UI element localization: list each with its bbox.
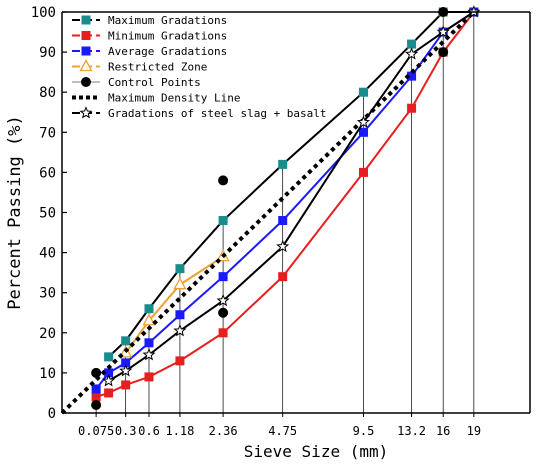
point-control-points-0	[91, 399, 102, 410]
point-minimum-gradations-1	[104, 388, 114, 398]
legend-label: Maximum Density Line	[108, 92, 240, 105]
y-tick-label-20: 20	[39, 326, 56, 342]
point-restricted-zone-2	[173, 277, 187, 290]
y-tick-label-40: 40	[39, 246, 56, 262]
legend-item-restricted-zone: Restricted Zone	[72, 59, 207, 74]
x-tick-label-9-5: 9.5	[353, 424, 375, 438]
point-gradations-of-steel-slag-basalt-0	[102, 374, 116, 387]
point-average-gradations-7	[358, 127, 368, 137]
x-tick-label-2-36: 2.36	[209, 424, 238, 438]
point-control-points-3	[218, 175, 229, 186]
point-minimum-gradations-5	[218, 328, 228, 338]
y-tick-label-30: 30	[39, 286, 56, 302]
x-tick-label-0-3: 0.3	[115, 424, 137, 438]
point-minimum-gradations-8	[407, 103, 417, 113]
legend-label: Maximum Gradations	[108, 14, 227, 27]
point-minimum-gradations-4	[175, 356, 185, 366]
point-maximum-gradations-2	[144, 304, 154, 314]
legend-item-control-points: Control Points	[72, 76, 201, 89]
y-axis-label: Percent Passing (%)	[5, 115, 25, 309]
y-tick-label-10: 10	[39, 366, 56, 382]
point-maximum-gradations-4	[218, 216, 228, 226]
legend-item-average-gradations: Average Gradations	[72, 45, 227, 58]
legend-label: Restricted Zone	[108, 61, 207, 74]
point-average-gradations-4	[175, 310, 185, 320]
legend-swatch-marker	[79, 59, 93, 72]
point-minimum-gradations-2	[121, 380, 131, 390]
point-gradations-of-steel-slag-basalt-5	[276, 239, 290, 253]
point-gradations-of-steel-slag-basalt-8	[436, 25, 450, 38]
legend-swatch-marker	[81, 46, 91, 56]
point-minimum-gradations-6	[278, 272, 288, 282]
point-control-points-1	[91, 367, 102, 378]
point-restricted-zone-1	[142, 313, 156, 326]
legend-label: Average Gradations	[108, 45, 227, 58]
y-tick-label-100: 100	[31, 5, 56, 21]
x-tick-label-13-2: 13.2	[397, 424, 426, 438]
point-maximum-gradations-5	[278, 159, 288, 169]
x-tick-label-1-18: 1.18	[165, 424, 194, 438]
x-tick-label-0-6: 0.6	[138, 424, 160, 438]
point-minimum-gradations-0	[91, 392, 101, 402]
point-maximum-gradations-6	[358, 87, 368, 97]
point-average-gradations-3	[144, 338, 154, 348]
point-maximum-gradations-0	[104, 352, 114, 362]
x-axis-label: Sieve Size (mm)	[244, 442, 389, 461]
legend-item-maximum-gradations: Maximum Gradations	[72, 14, 227, 27]
series-line-maximum-gradations	[107, 11, 474, 358]
point-average-gradations-0	[91, 384, 101, 394]
series-restricted-zone	[119, 249, 230, 358]
legend-item-minimum-gradations: Minimum Gradations	[72, 30, 227, 43]
point-minimum-gradations-7	[358, 167, 368, 177]
x-tick-label-16: 16	[436, 424, 450, 438]
x-tick-label-19: 19	[467, 424, 481, 438]
point-minimum-gradations-3	[144, 372, 154, 382]
legend-label: Control Points	[108, 76, 201, 89]
point-gradations-of-steel-slag-basalt-6	[356, 115, 371, 128]
x-axis-ticks: 0.075 0.3 0.6 1.18 2.36 4.75 9.5 13.2 16 19	[78, 413, 481, 438]
legend-label: Gradations of steel slag + basalt	[108, 107, 327, 120]
point-gradations-of-steel-slag-basalt-7	[405, 47, 419, 60]
point-maximum-gradations-1	[121, 336, 131, 346]
point-gradations-of-steel-slag-basalt-3	[173, 323, 187, 337]
point-gradations-of-steel-slag-basalt-4	[216, 293, 230, 307]
x-tick-label-0-075: 0.075	[78, 424, 114, 438]
series-line-gradations-of-steel-slag-basalt	[108, 11, 475, 382]
legend-item-gradations-of-steel-slag-basalt: Gradations of steel slag + basalt	[72, 106, 327, 120]
point-maximum-gradations-3	[175, 264, 185, 274]
x-tick-label-4-75: 4.75	[268, 424, 297, 438]
y-tick-label-70: 70	[39, 125, 56, 141]
y-tick-label-60: 60	[39, 165, 56, 181]
point-average-gradations-5	[218, 272, 228, 282]
point-control-points-2	[218, 307, 229, 318]
legend-item-maximum-density-line: Maximum Density Line	[72, 92, 240, 105]
point-gradations-of-steel-slag-basalt-1	[119, 364, 133, 377]
point-gradations-of-steel-slag-basalt-2	[142, 348, 156, 361]
legend: Maximum Gradations Minimum Gradations Aver…	[72, 14, 327, 120]
series-control-points	[91, 7, 449, 410]
legend-swatch-marker	[81, 15, 91, 25]
y-axis-ticks: 0 10 20 30 40 50 60 70 80 90 100	[31, 5, 67, 422]
y-tick-label-0: 0	[48, 406, 56, 422]
legend-swatch-marker	[81, 31, 91, 40]
y-tick-label-80: 80	[39, 85, 56, 101]
legend-swatch-marker	[79, 106, 93, 119]
point-average-gradations-6	[278, 216, 288, 226]
legend-label: Minimum Gradations	[108, 30, 227, 43]
y-tick-label-90: 90	[39, 45, 56, 61]
legend-swatch-marker	[81, 77, 91, 87]
y-tick-label-50: 50	[39, 206, 56, 222]
point-maximum-gradations-7	[407, 39, 417, 49]
series-line-restricted-zone	[124, 255, 224, 354]
point-control-points-4	[438, 47, 449, 58]
